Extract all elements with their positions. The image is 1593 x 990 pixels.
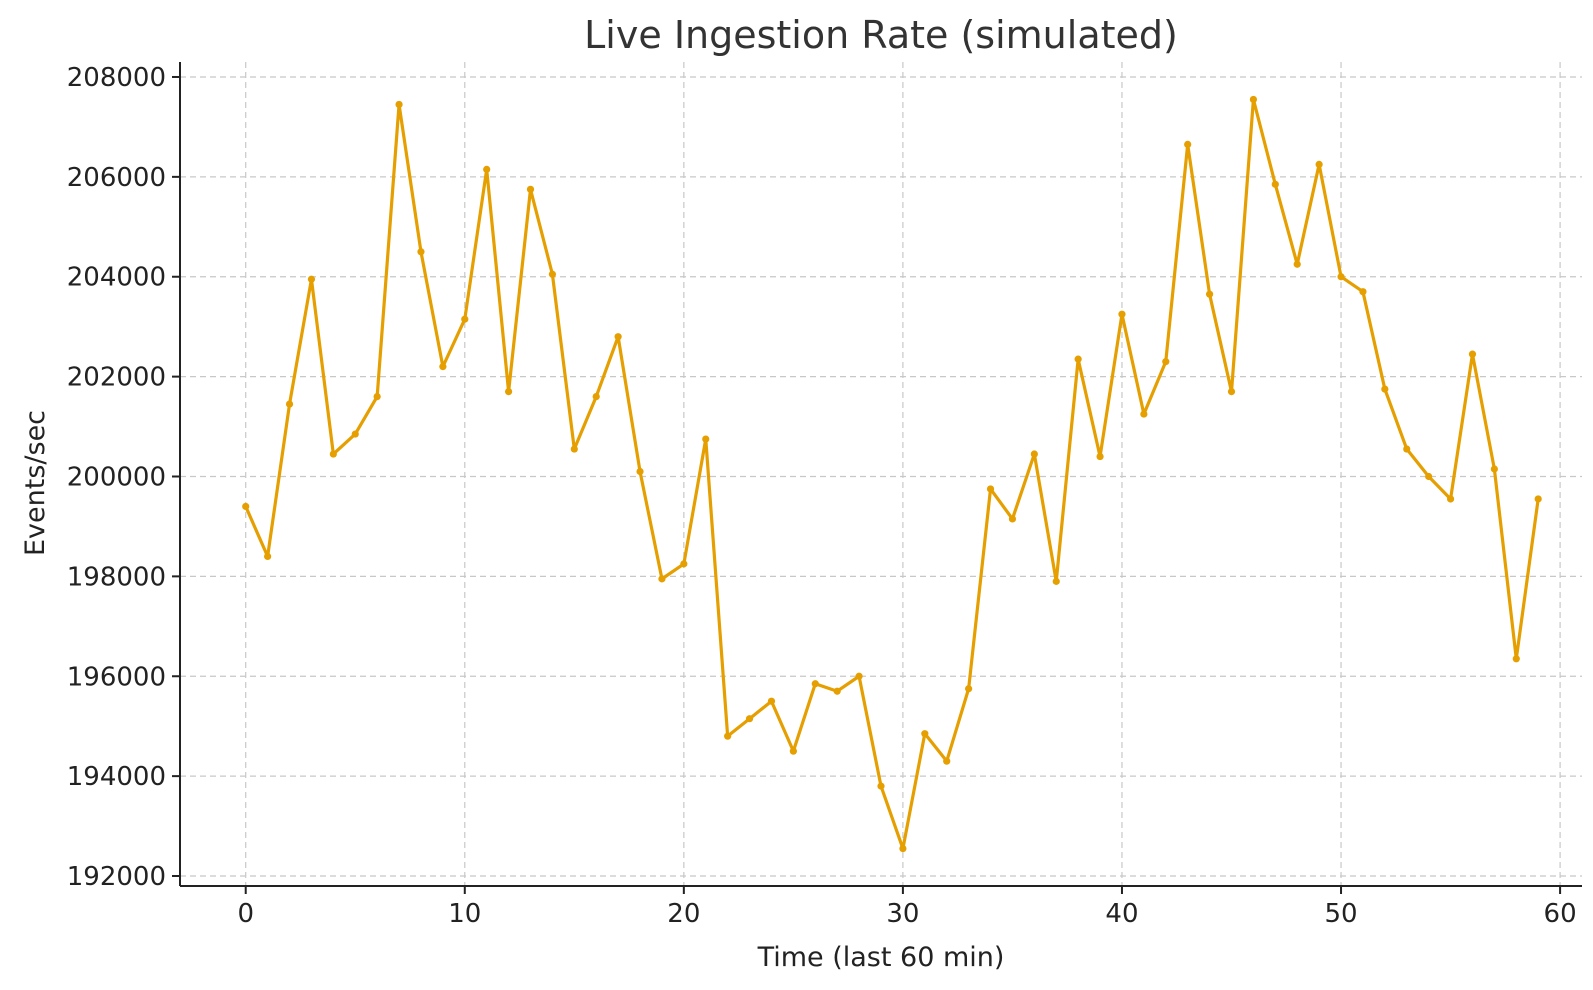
x-tick-label: 30 xyxy=(886,899,919,929)
data-point xyxy=(811,680,819,688)
data-point xyxy=(1140,410,1148,418)
data-point xyxy=(767,697,776,705)
data-point xyxy=(264,552,272,561)
x-tick-label: 0 xyxy=(237,899,254,929)
data-point xyxy=(373,392,381,401)
x-axis-label: Time (last 60 min) xyxy=(757,942,1005,973)
data-point xyxy=(1468,350,1477,358)
data-point xyxy=(1512,655,1520,663)
axes xyxy=(179,62,1582,887)
data-point xyxy=(1534,495,1542,503)
data-point xyxy=(1205,290,1214,298)
data-point xyxy=(1446,495,1455,503)
data-point xyxy=(1162,358,1170,366)
data-point xyxy=(307,275,316,283)
data-point xyxy=(1249,95,1258,104)
x-tick-label: 20 xyxy=(667,899,700,929)
x-tick-label: 10 xyxy=(448,899,481,929)
data-point xyxy=(1074,355,1082,363)
data-point xyxy=(417,248,425,256)
data-point xyxy=(1381,385,1389,393)
data-point xyxy=(439,363,447,371)
data-point xyxy=(548,270,557,278)
y-tick-label: 202000 xyxy=(67,363,166,393)
data-point xyxy=(483,165,491,173)
series-line xyxy=(244,97,1540,851)
series xyxy=(242,95,1542,853)
y-tick-label: 208000 xyxy=(67,63,166,93)
data-point xyxy=(1490,465,1498,473)
data-point xyxy=(329,450,337,458)
data-point xyxy=(1008,515,1017,523)
data-point xyxy=(395,100,403,109)
data-point xyxy=(614,333,622,341)
y-tick-label: 204000 xyxy=(67,263,166,293)
data-point xyxy=(702,435,710,443)
data-point xyxy=(965,685,973,693)
data-point xyxy=(351,430,359,438)
data-point xyxy=(1096,452,1104,461)
data-point xyxy=(745,715,754,723)
data-point xyxy=(285,400,294,408)
data-point xyxy=(877,782,885,790)
data-point xyxy=(943,757,951,765)
y-tick-label: 196000 xyxy=(67,662,166,692)
data-point xyxy=(789,747,797,755)
y-tick-label: 200000 xyxy=(67,462,166,492)
y-axis-label: Events/sec xyxy=(20,410,51,556)
y-tick-label: 198000 xyxy=(67,562,166,592)
data-point xyxy=(833,687,841,695)
data-point xyxy=(1227,388,1236,396)
data-point xyxy=(986,485,995,493)
x-tick-label: 40 xyxy=(1105,899,1138,929)
y-tick-label: 206000 xyxy=(67,163,166,193)
data-point xyxy=(1403,445,1411,453)
data-point xyxy=(636,467,644,476)
y-tick-label: 194000 xyxy=(67,762,166,792)
data-point xyxy=(570,445,578,453)
data-point xyxy=(1271,180,1279,188)
data-point xyxy=(1293,260,1301,268)
x-tick-label: 60 xyxy=(1544,899,1577,929)
data-point xyxy=(921,730,929,738)
data-point xyxy=(724,732,732,740)
data-point xyxy=(242,502,250,511)
ticks: 0 10 20 30 40 50 60 192000 194000 196000 198000 200… xyxy=(67,63,1577,929)
data-point xyxy=(504,388,513,396)
chart-title: Live Ingestion Rate (simulated) xyxy=(584,13,1178,57)
data-point xyxy=(1184,140,1192,148)
data-point xyxy=(855,672,863,680)
data-point xyxy=(1118,310,1126,318)
data-point xyxy=(592,392,600,401)
data-point xyxy=(1337,273,1345,281)
x-tick-label: 50 xyxy=(1324,899,1357,929)
data-point xyxy=(461,315,469,323)
data-point xyxy=(1315,160,1323,168)
data-point xyxy=(1030,450,1038,458)
data-point xyxy=(680,560,688,568)
gridlines xyxy=(180,62,1582,886)
data-point xyxy=(1052,577,1060,585)
data-point xyxy=(526,185,535,193)
data-point xyxy=(1359,288,1367,296)
data-point xyxy=(1425,472,1433,481)
data-point xyxy=(658,575,666,583)
data-point xyxy=(899,844,907,853)
y-tick-label: 192000 xyxy=(67,862,166,892)
